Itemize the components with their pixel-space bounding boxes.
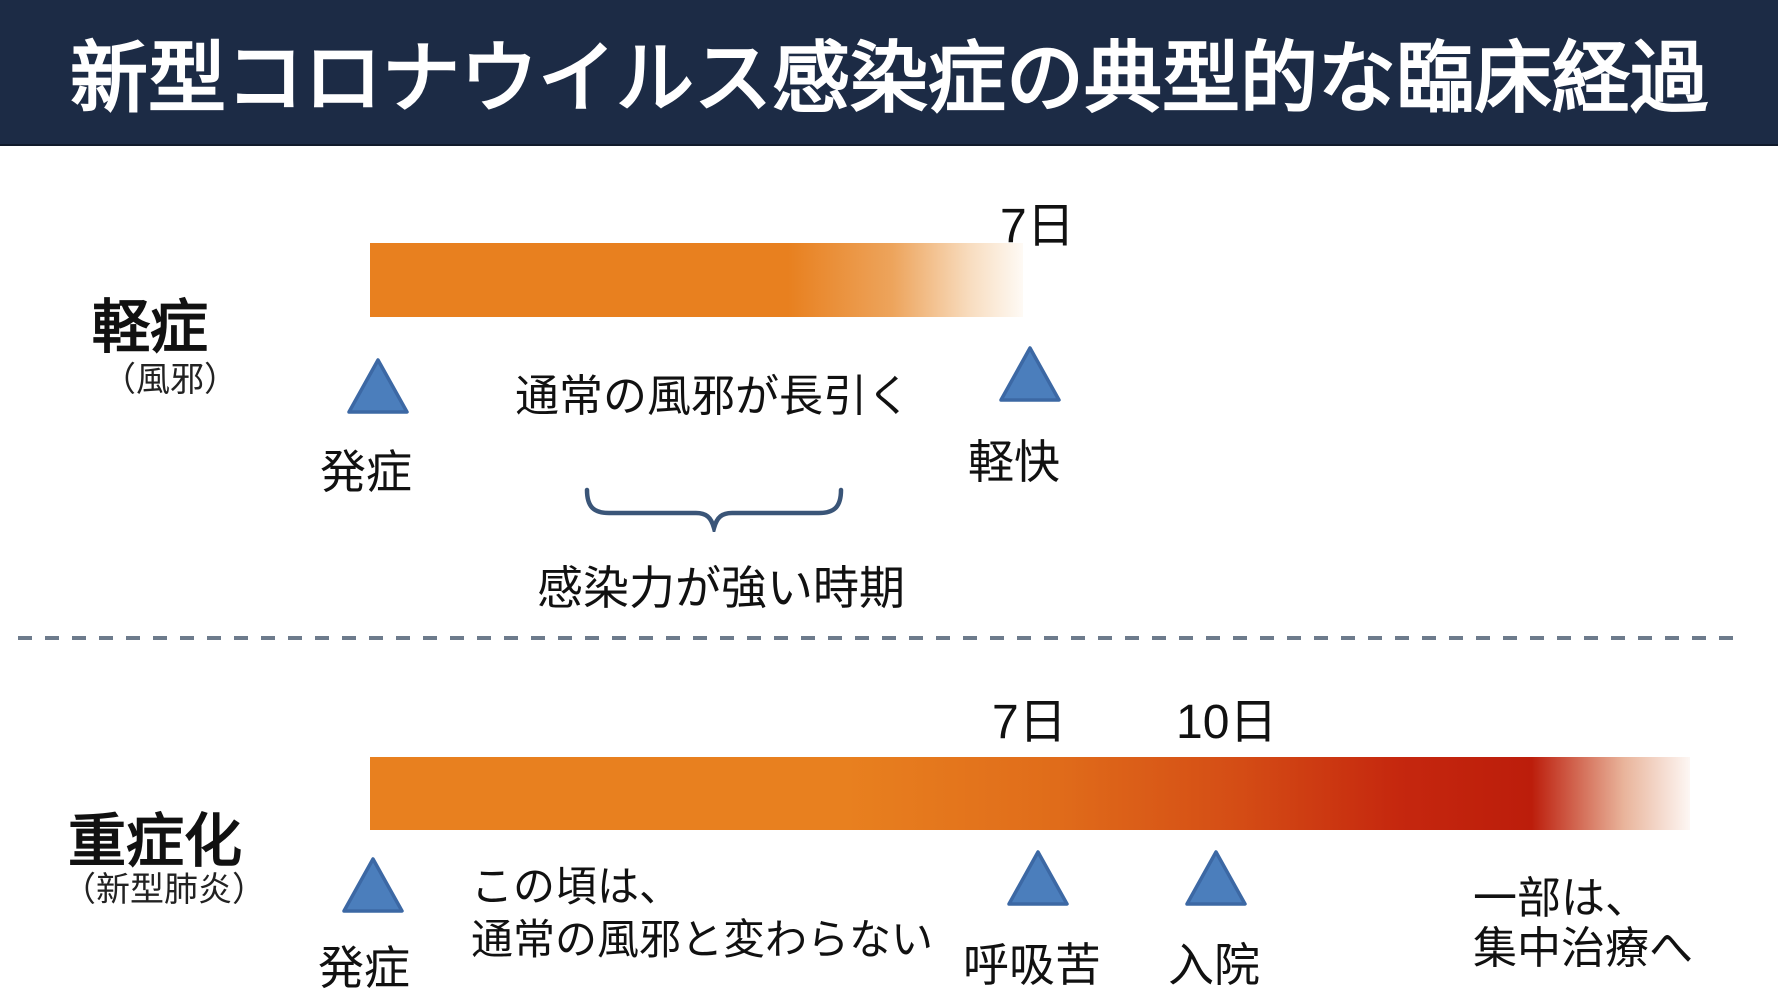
severe-hospitalization-label: 入院: [1168, 939, 1260, 991]
mild-course-bar: [370, 243, 1023, 317]
severe-day10-label: 10日: [1176, 696, 1278, 749]
mild-onset-marker: [346, 357, 410, 415]
mild-recovery-label: 軽快: [968, 436, 1060, 488]
mild-onset-label: 発症: [320, 446, 412, 498]
infectious-period-note: 感染力が強い時期: [537, 562, 905, 614]
severe-outcome-line1: 一部は、: [1473, 874, 1649, 923]
severe-hospitalization-marker: [1184, 849, 1248, 907]
severe-dyspnea-label: 呼吸苦: [963, 939, 1101, 991]
mild-section-label: 軽症: [92, 295, 209, 360]
mild-recovery-marker: [998, 345, 1062, 403]
triangle-up-icon: [1007, 850, 1069, 906]
severe-early-note-line2: 通常の風邪と変わらない: [471, 916, 934, 963]
triangle-up-icon: [342, 857, 404, 913]
severe-onset-marker: [341, 856, 405, 914]
triangle-up-icon: [999, 346, 1061, 402]
page-title: 新型コロナウイルス感染症の典型的な臨床経過: [69, 34, 1708, 122]
mild-section-sublabel: （風邪）: [102, 361, 238, 399]
severe-outcome-line2: 集中治療へ: [1473, 924, 1693, 973]
severe-dyspnea-marker: [1006, 849, 1070, 907]
severe-course-bar: [370, 757, 1690, 830]
severe-early-note-line1: この頃は、: [471, 863, 682, 910]
mild-course-note: 通常の風邪が長引く: [515, 372, 911, 421]
severe-onset-label: 発症: [318, 942, 410, 994]
underbrace-icon: [584, 487, 844, 532]
severe-section-label: 重症化: [68, 809, 243, 874]
severe-section-sublabel: （新型肺炎）: [62, 871, 266, 909]
header-bar: 新型コロナウイルス感染症の典型的な臨床経過: [0, 0, 1778, 146]
triangle-up-icon: [1185, 850, 1247, 906]
triangle-up-icon: [347, 358, 409, 414]
severe-day7-label: 7日: [992, 696, 1067, 749]
section-divider: [18, 636, 1742, 640]
